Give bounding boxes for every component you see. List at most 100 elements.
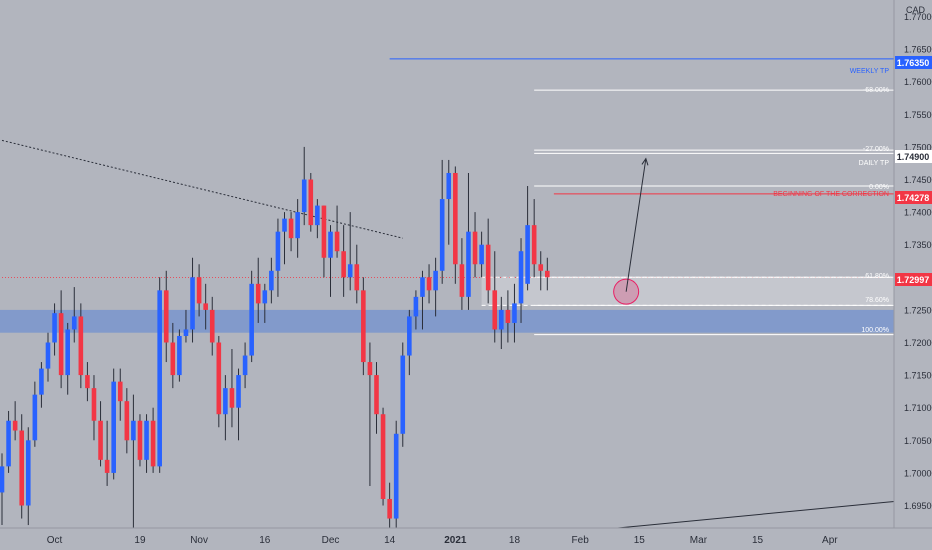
candle-76 <box>499 296 504 350</box>
candle-22 <box>144 414 149 473</box>
candle-body <box>131 420 136 441</box>
candle-51 <box>334 205 340 258</box>
candle-64 <box>420 270 425 330</box>
candle-body <box>190 277 195 330</box>
candle-66 <box>433 257 438 317</box>
candle-29 <box>190 257 195 343</box>
candle-33 <box>216 335 222 428</box>
candle-body <box>321 205 327 258</box>
candle-17 <box>111 368 116 480</box>
candle-19 <box>124 388 130 454</box>
candle-body <box>39 368 44 395</box>
correction-tag-bg <box>895 191 932 204</box>
candle-57 <box>374 362 379 434</box>
candle-body <box>137 420 143 460</box>
candle-body <box>170 342 176 376</box>
candle-body <box>275 231 281 271</box>
candle-body <box>466 231 471 297</box>
candle-4 <box>25 427 31 526</box>
candle-74 <box>485 218 491 304</box>
candle-53 <box>347 212 353 291</box>
candle-body <box>505 309 511 323</box>
price-tick-label: 1.72500 <box>904 305 932 315</box>
candle-body <box>209 309 215 343</box>
candle-body <box>472 231 478 265</box>
fib-786-label: 78.60% <box>865 297 889 304</box>
time-tick-label: 19 <box>134 535 146 546</box>
candle-body <box>282 218 287 232</box>
candle-0 <box>0 453 5 526</box>
candle-body <box>104 459 110 473</box>
time-tick-label: Nov <box>190 535 208 546</box>
candle-body <box>479 244 484 265</box>
candle-body <box>407 316 412 356</box>
time-axis-panel[interactable] <box>0 528 932 550</box>
candle-80 <box>525 186 530 291</box>
candle-body <box>236 375 241 408</box>
candle-59 <box>387 482 392 532</box>
price-tick-label: 1.73500 <box>904 240 932 250</box>
candle-60 <box>393 420 399 532</box>
time-tick-label: 15 <box>634 535 646 546</box>
candle-39 <box>255 257 261 323</box>
weekly-tp-tag-bg <box>895 56 932 69</box>
price-tags: 1.76350 1.74900 1.74278 1.72997 <box>895 56 932 286</box>
candle-body <box>0 466 5 493</box>
candle-body <box>459 264 465 297</box>
fib-0-label: 0.00% <box>869 184 889 191</box>
candle-6 <box>39 362 44 408</box>
candle-35 <box>229 349 235 428</box>
candle-10 <box>65 322 70 395</box>
candle-body <box>12 420 18 431</box>
candle-7 <box>45 332 51 382</box>
fib-minus68-label: -68.00% <box>863 87 889 94</box>
candle-body <box>58 313 64 376</box>
candle-20 <box>131 394 136 532</box>
candle-25 <box>163 270 169 363</box>
candle-32 <box>209 296 215 356</box>
candle-71 <box>466 172 471 310</box>
demand-zone <box>0 309 894 333</box>
candle-body <box>301 179 307 213</box>
time-tick-label: Oct <box>47 535 63 546</box>
candle-body <box>150 420 156 467</box>
candle-body <box>426 277 432 291</box>
candle-body <box>25 440 31 506</box>
candle-body <box>196 277 202 304</box>
candle-2 <box>12 401 18 441</box>
candle-58 <box>380 407 386 506</box>
candle-69 <box>453 166 458 284</box>
price-tick-label: 1.71500 <box>904 371 932 381</box>
fib-100-label: 100.00% <box>861 327 889 334</box>
candle-79 <box>518 238 524 323</box>
price-tick-label: 1.69500 <box>904 501 932 511</box>
candle-body <box>420 277 425 297</box>
candle-body <box>32 394 38 441</box>
price-tick-label: 1.77000 <box>904 12 932 22</box>
candles-layer <box>0 146 550 532</box>
candle-16 <box>104 420 110 486</box>
candle-body <box>249 283 254 356</box>
candle-body <box>98 420 103 460</box>
candle-67 <box>439 159 445 284</box>
candle-body <box>341 251 346 278</box>
candle-52 <box>341 225 346 297</box>
weekly-tp-label: WEEKLY TP <box>850 68 890 75</box>
candle-12 <box>78 303 84 389</box>
candle-47 <box>308 172 314 232</box>
candle-37 <box>242 342 248 389</box>
time-tick-label: Apr <box>822 535 838 546</box>
candle-body <box>387 498 392 519</box>
candle-1 <box>6 410 11 473</box>
current-price-tag-bg <box>895 273 932 286</box>
candle-body <box>111 381 116 473</box>
price-tick-label: 1.70500 <box>904 436 932 446</box>
candle-83 <box>545 257 550 291</box>
price-tick-label: 1.74500 <box>904 175 932 185</box>
candle-body <box>65 329 70 376</box>
candle-body <box>45 342 51 369</box>
candle-body <box>354 264 360 291</box>
price-axis-panel[interactable] <box>894 0 932 528</box>
weekly-tp-tag: 1.76350 <box>897 58 930 68</box>
